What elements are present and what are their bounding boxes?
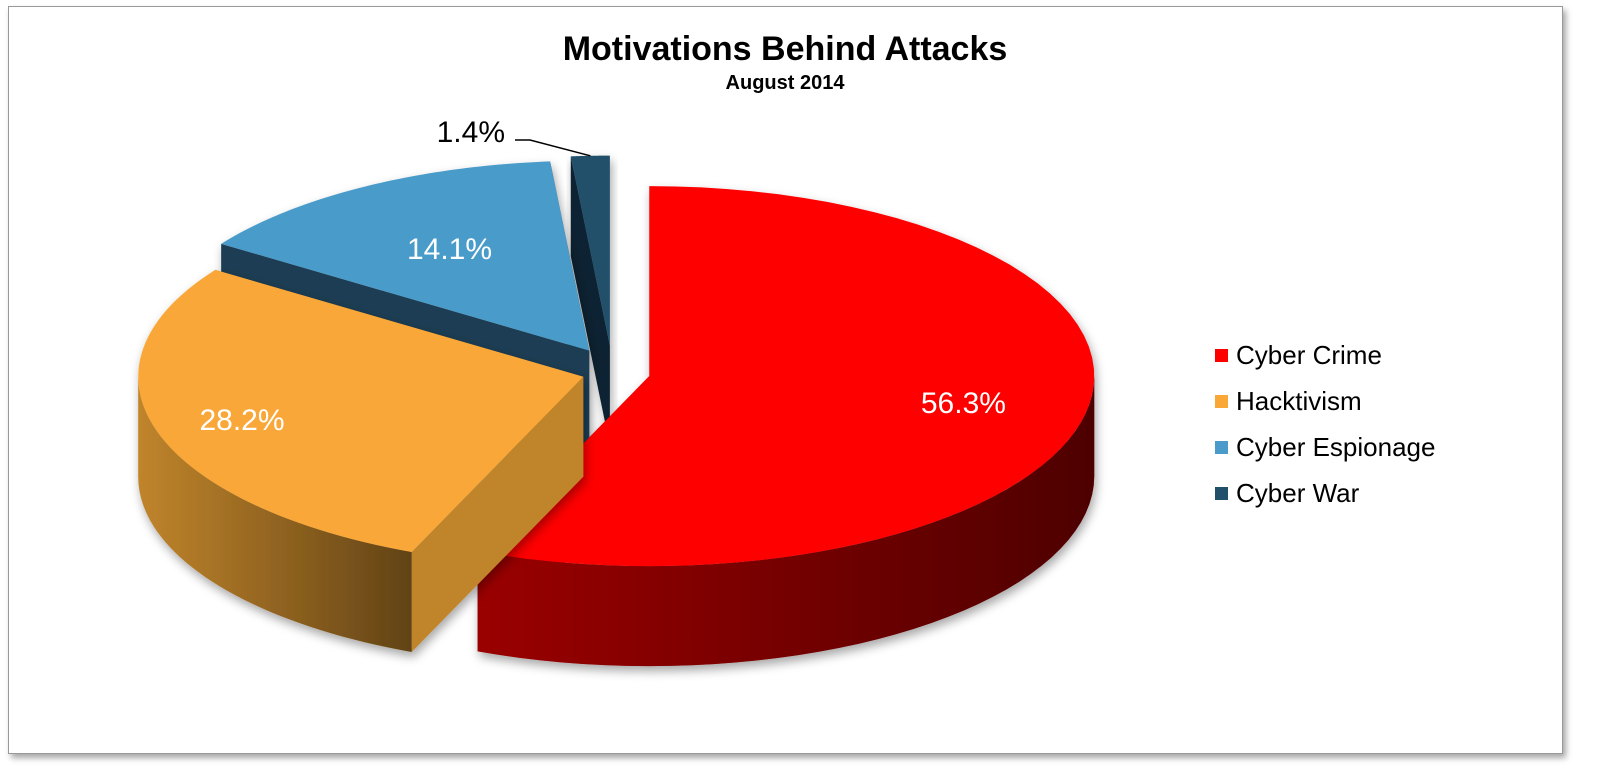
data-label: 56.3% <box>921 387 1006 420</box>
slice-outer-wall-shade <box>138 376 412 653</box>
legend-item-cyber-war: Cyber War <box>1215 470 1435 516</box>
data-label: 28.2% <box>199 404 284 437</box>
data-label: 14.1% <box>407 233 492 266</box>
slice-outer-wall-shade <box>477 376 1095 667</box>
slice-hacktivism <box>138 269 584 653</box>
data-label: 1.4% <box>437 116 505 149</box>
slice-radial-wall <box>570 156 610 446</box>
legend-label: Cyber Crime <box>1236 339 1382 370</box>
slice-top <box>138 269 584 553</box>
chart-subtitle: August 2014 <box>725 72 845 94</box>
slice-top <box>221 161 590 351</box>
slice-cyber-crime <box>477 186 1095 667</box>
slice-cyber-war <box>570 155 610 446</box>
leader-line <box>515 139 591 157</box>
legend-swatch <box>1215 348 1228 362</box>
legend-item-hacktivism: Hacktivism <box>1215 378 1435 424</box>
legend-label: Cyber Espionage <box>1236 431 1436 462</box>
legend-swatch <box>1215 440 1228 454</box>
legend-item-cyber-crime: Cyber Crime <box>1215 332 1435 378</box>
legend-label: Cyber War <box>1236 477 1360 508</box>
legend-label: Hacktivism <box>1236 385 1362 416</box>
chart-title: Motivations Behind Attacks <box>562 30 1008 68</box>
legend-swatch <box>1215 394 1228 408</box>
slice-top <box>570 155 610 346</box>
legend-swatch <box>1215 486 1228 500</box>
legend: Cyber Crime Hacktivism Cyber Espionage C… <box>1215 332 1435 516</box>
legend-item-cyber-espionage: Cyber Espionage <box>1215 424 1435 470</box>
slice-top <box>477 186 1095 567</box>
